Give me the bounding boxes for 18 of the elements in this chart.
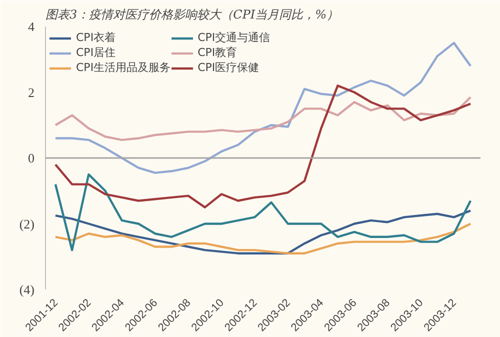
- line-series: [54, 210, 472, 254]
- chart-title: 图表3：疫情对医疗价格影响较大（CPI当月同比，%）: [46, 8, 339, 22]
- line-series: [54, 42, 472, 174]
- y-tick-label: (2): [19, 216, 35, 232]
- legend-label: CPI生活用品及服务: [76, 60, 171, 75]
- y-tick-label: (4): [19, 282, 35, 297]
- legend-label: CPI教育: [198, 45, 238, 60]
- line-series: [54, 222, 472, 254]
- y-tick-label: 4: [28, 19, 35, 34]
- y-tick-label: 2: [28, 84, 34, 100]
- line-series: [54, 96, 472, 142]
- legend-label: CPI衣着: [76, 30, 116, 45]
- legend-label: CPI医疗保健: [198, 60, 260, 75]
- line-series: [54, 84, 472, 208]
- line-series: [54, 173, 472, 252]
- legend-label: CPI交通与通信: [198, 30, 270, 45]
- legend-label: CPI居住: [76, 45, 116, 60]
- y-tick-label: 0: [28, 150, 34, 166]
